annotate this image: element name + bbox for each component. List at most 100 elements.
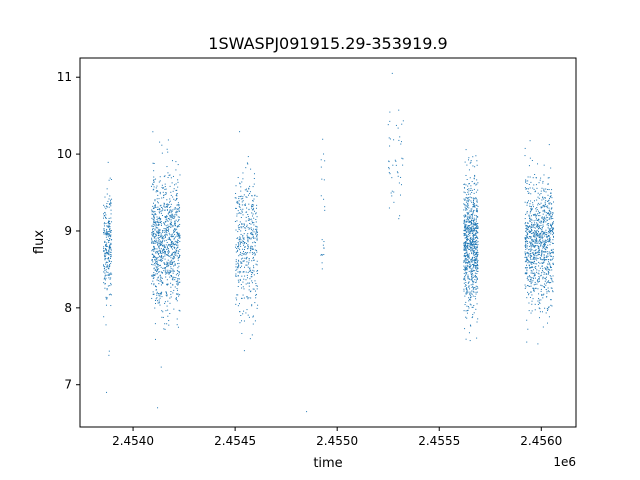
data-point xyxy=(537,215,539,217)
data-point xyxy=(256,285,258,287)
data-point xyxy=(550,299,552,301)
data-point xyxy=(105,208,107,210)
data-point xyxy=(158,229,160,231)
data-point xyxy=(539,211,541,213)
data-point xyxy=(527,190,529,192)
data-point xyxy=(155,260,157,262)
data-point xyxy=(157,209,159,211)
data-point xyxy=(467,254,469,256)
data-point xyxy=(531,227,533,229)
data-point xyxy=(402,164,404,166)
data-point xyxy=(158,255,160,257)
data-point xyxy=(173,308,175,310)
data-point xyxy=(243,260,245,262)
data-point xyxy=(550,258,552,260)
data-point xyxy=(530,263,532,265)
data-point xyxy=(165,267,167,269)
data-point xyxy=(238,255,240,257)
data-point xyxy=(463,288,465,290)
data-point xyxy=(167,244,169,246)
data-point xyxy=(465,284,467,286)
data-point xyxy=(242,234,244,236)
data-point xyxy=(532,204,534,206)
data-point xyxy=(525,234,527,236)
data-point xyxy=(475,248,477,250)
data-point xyxy=(109,220,111,222)
data-point xyxy=(544,235,546,237)
data-point xyxy=(163,256,165,258)
data-point xyxy=(477,265,479,267)
data-point xyxy=(471,249,473,251)
data-point xyxy=(108,257,110,259)
data-point xyxy=(158,217,160,219)
data-point xyxy=(471,250,473,252)
data-point xyxy=(154,264,156,266)
data-point xyxy=(103,250,105,252)
data-point xyxy=(525,179,527,181)
data-point xyxy=(157,206,159,208)
data-point xyxy=(106,193,108,195)
data-point xyxy=(164,255,166,257)
data-point xyxy=(166,230,168,232)
data-point xyxy=(470,261,472,263)
data-point xyxy=(104,215,106,217)
data-point xyxy=(541,262,543,264)
data-point xyxy=(538,307,540,309)
data-point xyxy=(153,202,154,204)
data-point xyxy=(391,190,393,192)
data-point xyxy=(470,221,472,223)
data-point xyxy=(544,210,546,212)
data-point xyxy=(104,248,106,250)
data-point xyxy=(176,231,178,233)
data-point xyxy=(527,180,529,182)
data-point xyxy=(174,220,176,222)
data-point xyxy=(552,264,554,266)
data-point xyxy=(545,259,547,261)
data-point xyxy=(530,246,532,248)
data-point xyxy=(171,241,173,243)
data-point xyxy=(247,216,249,218)
data-point xyxy=(174,222,176,224)
data-point xyxy=(253,222,255,224)
data-point xyxy=(248,238,250,240)
data-point xyxy=(468,281,470,283)
data-point xyxy=(256,195,258,197)
data-point xyxy=(156,292,158,294)
data-point xyxy=(467,278,469,280)
data-point xyxy=(165,228,167,230)
data-point xyxy=(236,200,238,202)
data-point xyxy=(526,183,528,185)
data-point xyxy=(160,212,162,214)
data-point xyxy=(526,240,528,242)
data-point xyxy=(469,238,471,240)
data-point xyxy=(177,186,179,188)
data-point xyxy=(534,222,536,224)
data-point xyxy=(110,277,112,279)
data-point xyxy=(471,226,473,228)
data-point xyxy=(468,183,470,185)
data-point xyxy=(471,248,473,250)
data-point xyxy=(527,245,529,247)
data-point xyxy=(470,210,472,212)
data-point xyxy=(531,261,533,263)
data-point xyxy=(542,262,544,264)
data-point xyxy=(547,212,549,214)
data-point xyxy=(534,258,536,260)
data-point xyxy=(467,282,469,284)
data-point xyxy=(108,252,110,254)
data-point xyxy=(103,248,105,250)
data-point xyxy=(547,225,549,227)
data-point xyxy=(545,244,547,246)
data-point xyxy=(536,187,538,189)
data-point xyxy=(469,239,471,241)
data-point xyxy=(470,189,472,191)
data-point xyxy=(468,281,470,283)
data-point xyxy=(154,240,156,242)
data-point xyxy=(164,301,166,303)
data-point xyxy=(477,244,479,246)
data-point xyxy=(547,200,549,202)
data-point xyxy=(465,214,467,216)
data-point xyxy=(544,280,546,282)
data-point xyxy=(153,215,155,217)
data-point xyxy=(529,296,531,298)
